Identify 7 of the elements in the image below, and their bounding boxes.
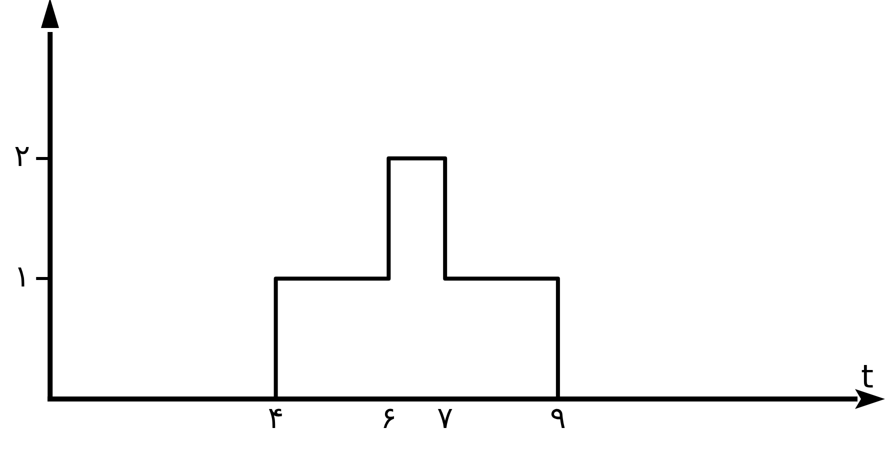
x-tick-label: ۴ [268,400,284,436]
x-axis-title: t [861,357,874,396]
x-tick-label: ۷ [437,400,454,436]
x-tick-label: ۹ [550,400,566,436]
x-tick-label: ۶ [380,400,397,436]
y-tick-label: ۱ [14,259,30,294]
y-tick-label: ۲ [14,139,30,174]
